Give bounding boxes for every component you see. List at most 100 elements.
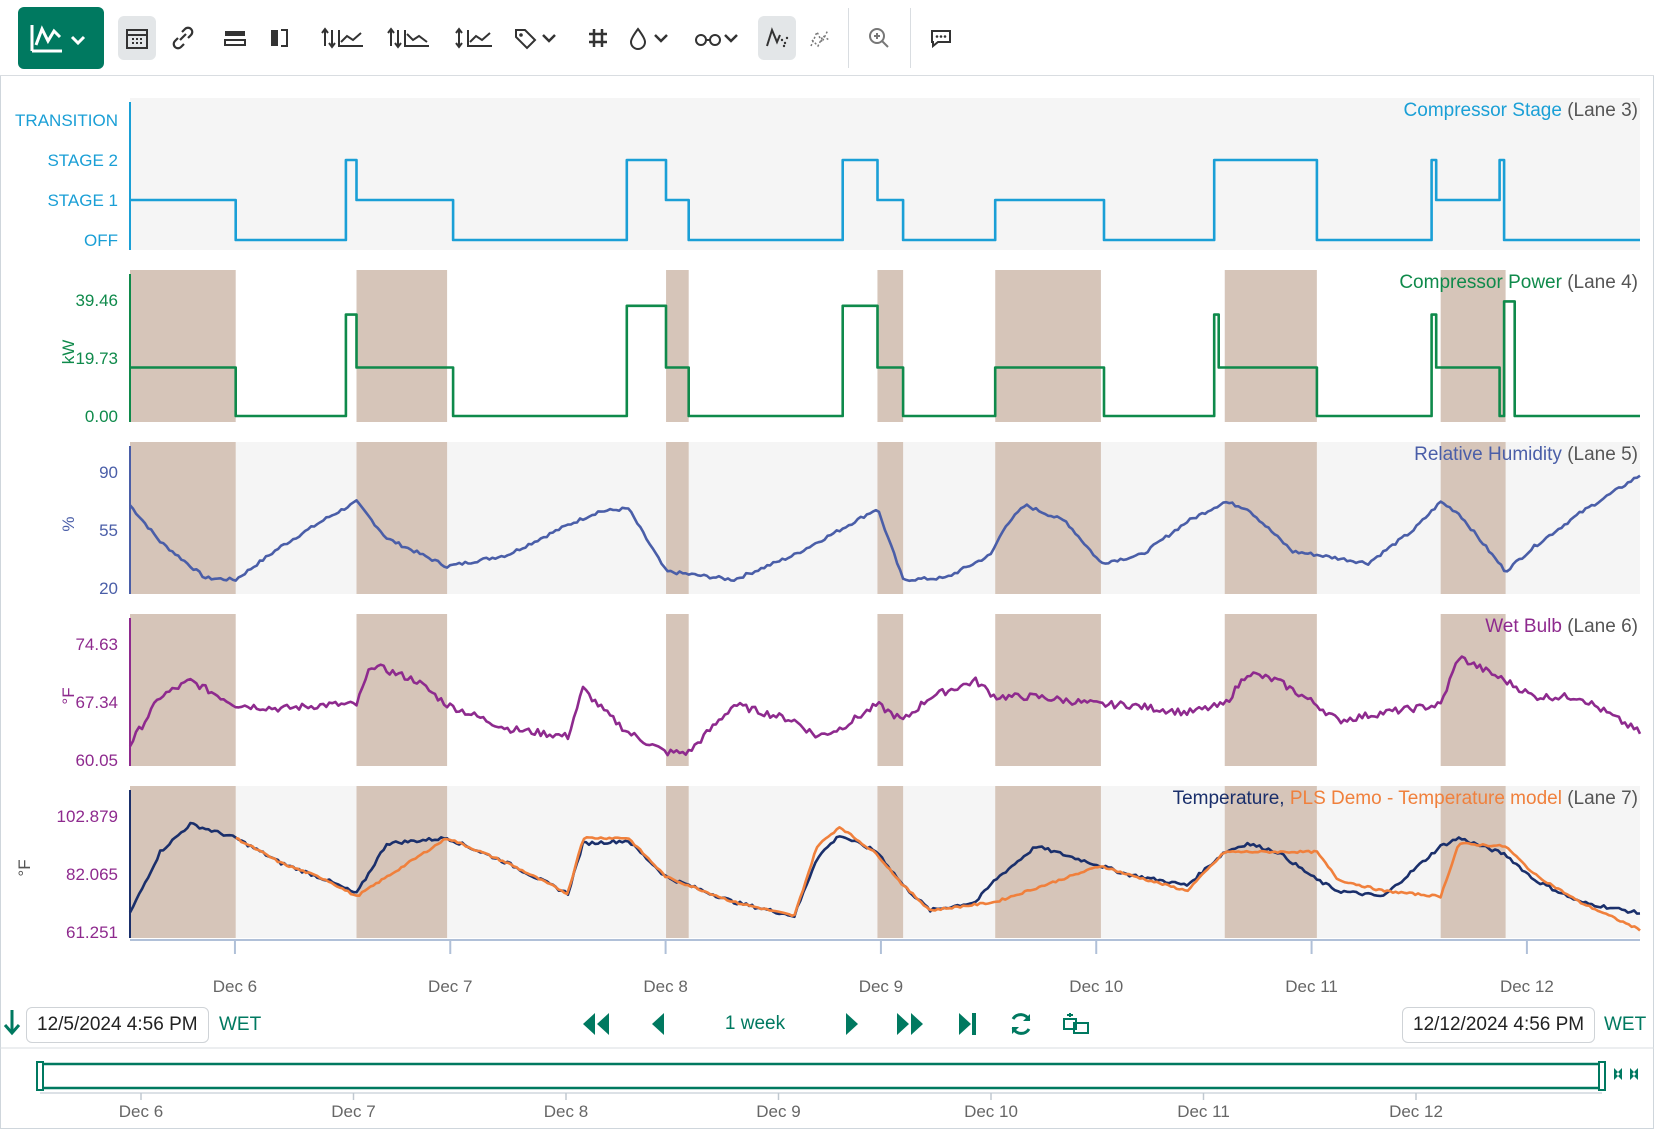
shaded-interval (1440, 614, 1506, 766)
y-tick-label: 19.73 (75, 349, 118, 368)
jump-to-end-button[interactable] (954, 1006, 982, 1042)
axis-down-icon (387, 27, 429, 49)
swap-button[interactable] (260, 16, 298, 60)
lane-7: 61.251 82.065 102.879 °F Temperature, PLS De… (15, 786, 1641, 942)
y-tick-label: STAGE 2 (47, 151, 118, 170)
step-back-far-button[interactable] (578, 1006, 614, 1042)
series-line (130, 300, 1640, 418)
step-forward-button[interactable] (838, 1006, 866, 1042)
start-date-field[interactable]: 12/5/2024 4:56 PM (26, 1007, 209, 1043)
x-tick-label: Dec 6 (213, 977, 257, 996)
refresh-button[interactable] (1006, 1006, 1036, 1042)
navigator-tick-label: Dec 8 (544, 1102, 588, 1121)
y-tick-label: OFF (84, 231, 118, 250)
y-tick-label: STAGE 1 (47, 191, 118, 210)
y-tick-label: 0.00 (85, 407, 118, 426)
y-axis-label: % (59, 516, 78, 531)
link-button[interactable] (164, 16, 202, 60)
axis-updown-button[interactable] (452, 16, 496, 60)
y-tick-label: 55 (99, 521, 118, 540)
lane-number: (Lane 5) (1567, 444, 1638, 465)
y-tick-label: 67.34 (75, 693, 118, 712)
lane-title-model: PLS Demo - Temperature model (1290, 788, 1567, 809)
y-axis-label: kW (59, 340, 78, 365)
lane-title: Relative Humidity (Lane 5) (1414, 444, 1638, 465)
navigator-tick-label: Dec 10 (964, 1102, 1018, 1121)
y-tick-label: 20 (99, 579, 118, 598)
lane-title: Temperature, PLS Demo - Temperature mode… (1173, 788, 1638, 809)
comment-button[interactable] (922, 16, 960, 60)
compare-icon (1063, 1013, 1089, 1034)
lane-5: 20 55 90% Relative Humidity (Lane 5) (59, 442, 1641, 598)
y-tick-label: 74.63 (75, 635, 118, 654)
shaded-interval (130, 786, 236, 938)
series-line (235, 826, 1641, 932)
shaded-interval (995, 442, 1101, 594)
y-tick-label: 61.251 (66, 923, 118, 942)
start-timezone[interactable]: WET (219, 1014, 262, 1035)
axis-down-button[interactable] (384, 16, 434, 60)
y-tick-label: 39.46 (75, 291, 118, 310)
shaded-interval (130, 270, 236, 422)
skip-end-icon (959, 1013, 976, 1035)
shaded-interval (666, 442, 689, 594)
tag-button[interactable] (512, 16, 562, 60)
lane-title-primary: Compressor Power (1399, 272, 1567, 293)
shaded-interval (1224, 786, 1317, 938)
shaded-interval (356, 614, 448, 766)
compare-range-button[interactable] (1060, 1006, 1092, 1042)
link-icon (172, 26, 194, 50)
step-forward-far-button[interactable] (892, 1006, 928, 1042)
lanes-button[interactable] (216, 16, 254, 60)
calendar-button[interactable] (118, 16, 156, 60)
arrow-down-icon[interactable] (2, 1008, 22, 1038)
pan-arrow (1614, 1068, 1622, 1080)
range-selector[interactable]: 1 week (724, 1013, 786, 1034)
y-axis-label: °F (59, 687, 78, 704)
navigator-tick-label: Dec 12 (1389, 1102, 1443, 1121)
y-tick-label: 82.065 (66, 865, 118, 884)
shaded-interval (356, 786, 448, 938)
grid-button[interactable] (580, 16, 616, 60)
y-tick-label: 90 (99, 463, 118, 482)
comment-icon (931, 30, 951, 49)
y-axis-label: °F (15, 859, 34, 876)
toolbar (0, 0, 1654, 76)
series-line (130, 158, 1640, 242)
trend-view-button[interactable] (18, 7, 104, 69)
drop-button[interactable] (626, 16, 676, 60)
glasses-button[interactable] (692, 16, 744, 60)
x-tick-label: Dec 8 (643, 977, 687, 996)
calendar-icon (126, 29, 148, 49)
trend-chart[interactable]: OFF STAGE 1 STAGE 2 TRANSITION Compressor St… (0, 76, 1654, 998)
lane-title: Wet Bulb (Lane 6) (1485, 616, 1638, 637)
lane-6: 60.05 67.34 74.63 °F Wet Bulb (Lane 6) (59, 614, 1642, 770)
lane-title-primary: Wet Bulb (1485, 616, 1567, 637)
navigator-tick-label: Dec 11 (1177, 1102, 1230, 1121)
grid-icon (589, 29, 607, 47)
shaded-interval (995, 270, 1101, 422)
x-tick-label: Dec 12 (1500, 977, 1554, 996)
dotted-button[interactable] (802, 16, 838, 60)
lane-number: (Lane 6) (1567, 616, 1638, 637)
shaded-interval (356, 270, 448, 422)
step-back-button[interactable] (644, 1006, 672, 1042)
glasses-icon (695, 34, 738, 46)
end-date-field[interactable]: 12/12/2024 4:56 PM (1402, 1007, 1596, 1043)
pan-handle-icon (1614, 1068, 1638, 1080)
shaded-interval (1224, 614, 1317, 766)
lane-number: (Lane 7) (1567, 788, 1638, 809)
lane-4: 0.00 19.73 39.46 kW Compressor Power (Lane 4… (59, 270, 1640, 426)
x-tick-label: Dec 11 (1285, 977, 1338, 996)
scatter-button[interactable] (758, 16, 796, 60)
end-timezone[interactable]: WET (1604, 1014, 1647, 1035)
series-line (128, 655, 1642, 757)
lane-title: Compressor Stage (Lane 3) (1404, 100, 1638, 121)
x-tick-label: Dec 9 (859, 977, 903, 996)
axis-up-button[interactable] (318, 16, 368, 60)
scatter-icon (766, 27, 789, 48)
lane-number: (Lane 3) (1567, 100, 1638, 121)
range-navigator[interactable]: Dec 6 Dec 7 Dec 8 Dec 9 Dec 10 Dec 11 Dec 12 (0, 1046, 1654, 1129)
shaded-interval (666, 786, 689, 938)
zoom-button[interactable] (860, 16, 898, 60)
